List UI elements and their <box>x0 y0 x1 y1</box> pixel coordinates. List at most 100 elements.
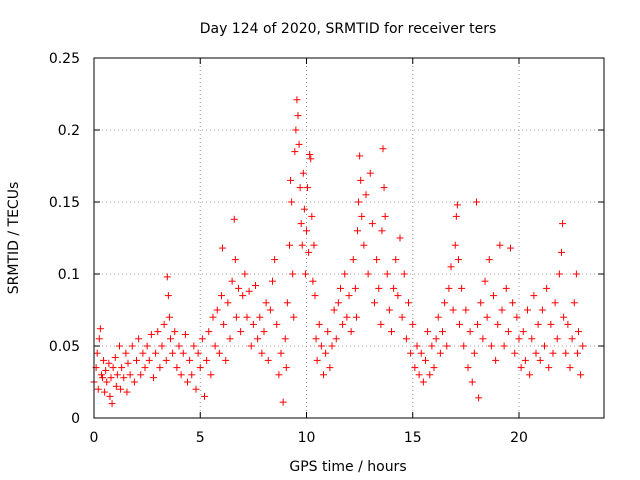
data-point <box>379 145 387 153</box>
data-point <box>309 277 317 285</box>
data-point <box>293 96 301 104</box>
data-point <box>398 313 406 321</box>
data-point <box>541 342 548 350</box>
data-point <box>337 284 344 292</box>
data-point <box>407 349 415 357</box>
data-point <box>283 299 291 307</box>
data-point <box>487 342 495 350</box>
data-point <box>349 256 357 264</box>
y-tick-label: 0.2 <box>58 123 80 139</box>
data-point <box>282 364 290 372</box>
data-point <box>103 378 111 386</box>
y-tick-label: 0.15 <box>49 195 80 211</box>
data-point <box>532 349 540 357</box>
data-point <box>549 349 557 357</box>
data-point <box>137 371 145 379</box>
data-point <box>568 335 576 343</box>
data-point <box>230 215 238 223</box>
data-point <box>536 356 544 364</box>
data-point <box>164 292 172 300</box>
data-point <box>473 198 480 206</box>
data-point <box>291 148 299 156</box>
data-point <box>306 150 314 158</box>
x-tick-label: 0 <box>90 430 99 446</box>
data-point <box>192 385 200 393</box>
data-point <box>194 349 202 357</box>
data-point <box>289 270 297 278</box>
grid-lines <box>94 58 604 418</box>
data-point <box>447 263 455 271</box>
axes: 0 5 10 15 20 0 0.05 0.1 0.15 0.2 0.25 <box>49 51 605 446</box>
data-point <box>458 284 466 292</box>
data-point <box>290 313 298 321</box>
data-point <box>262 299 270 307</box>
data-point <box>273 320 281 328</box>
data-point <box>513 313 521 321</box>
data-point <box>470 349 478 357</box>
data-point <box>479 335 487 343</box>
data-point <box>428 342 436 350</box>
data-point <box>219 244 227 252</box>
data-point <box>339 320 347 328</box>
data-point <box>163 273 171 281</box>
data-point <box>150 374 157 382</box>
data-point <box>464 364 472 372</box>
data-point <box>453 201 461 209</box>
data-point <box>452 212 460 220</box>
data-point <box>555 270 563 278</box>
data-point <box>575 328 582 336</box>
data-point <box>315 320 323 328</box>
data-point <box>378 227 386 235</box>
data-point <box>258 349 266 357</box>
data-point <box>171 328 179 336</box>
data-point <box>158 342 166 350</box>
data-point <box>102 366 110 374</box>
data-point <box>299 169 307 177</box>
data-point <box>577 371 585 379</box>
data-point <box>392 256 400 264</box>
data-point <box>295 140 303 148</box>
data-point <box>377 320 385 328</box>
data-point <box>152 349 160 357</box>
y-tick-label: 0 <box>71 411 80 427</box>
data-point <box>196 364 204 372</box>
data-point <box>460 342 468 350</box>
data-point <box>538 306 546 314</box>
data-point <box>281 335 289 343</box>
data-point <box>368 220 376 228</box>
y-axis-label: SRMTID / TECUs <box>6 182 22 295</box>
data-point <box>209 313 217 321</box>
data-point <box>123 388 131 396</box>
data-point <box>162 356 170 364</box>
data-point <box>292 126 300 134</box>
data-point <box>330 306 338 314</box>
data-point <box>439 328 446 336</box>
data-point <box>383 270 391 278</box>
data-point <box>222 356 230 364</box>
data-point <box>456 320 463 328</box>
data-point <box>241 270 249 278</box>
data-point <box>528 335 536 343</box>
data-point <box>504 328 512 336</box>
data-point <box>271 256 279 264</box>
data-point <box>562 349 570 357</box>
data-point <box>564 320 572 328</box>
data-point <box>553 335 561 343</box>
data-point <box>112 382 120 390</box>
data-point <box>400 270 408 278</box>
data-point <box>430 364 438 372</box>
data-point <box>254 335 262 343</box>
data-point <box>426 371 434 379</box>
data-point <box>215 349 223 357</box>
data-point <box>96 325 104 333</box>
data-point <box>351 284 359 292</box>
data-point <box>509 299 517 307</box>
data-point <box>381 212 389 220</box>
data-point <box>122 349 130 357</box>
data-point <box>218 292 225 300</box>
data-point <box>357 176 365 184</box>
data-point <box>303 227 310 235</box>
data-point <box>275 371 283 379</box>
data-point <box>355 198 363 206</box>
data-point <box>526 371 534 379</box>
